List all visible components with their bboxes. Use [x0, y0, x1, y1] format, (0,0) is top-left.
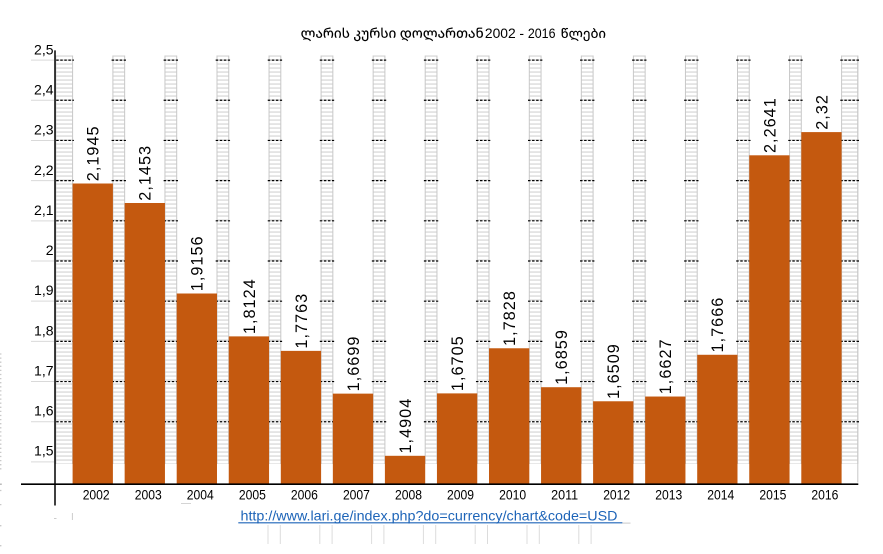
svg-text:2007: 2007: [343, 488, 370, 503]
svg-text:2003: 2003: [135, 488, 162, 503]
svg-text:1,9: 1,9: [34, 282, 54, 298]
svg-text:-: -: [519, 25, 524, 41]
svg-text:2004: 2004: [187, 488, 214, 503]
svg-text:2,1453: 2,1453: [137, 145, 155, 201]
svg-text:1,8124: 1,8124: [241, 278, 259, 334]
svg-text:2,2641: 2,2641: [761, 97, 779, 153]
svg-text:2002: 2002: [83, 488, 110, 503]
svg-text:2008: 2008: [395, 488, 422, 503]
svg-text:1,7: 1,7: [34, 362, 54, 378]
svg-text:1,6509: 1,6509: [605, 343, 623, 399]
svg-text:2010: 2010: [499, 488, 526, 503]
svg-text:2005: 2005: [239, 488, 266, 503]
svg-text:2016: 2016: [811, 488, 838, 503]
svg-text:2002: 2002: [485, 25, 516, 41]
svg-text:2,5: 2,5: [34, 42, 54, 58]
svg-text:1,4904: 1,4904: [397, 398, 415, 454]
svg-text:2009: 2009: [447, 488, 474, 503]
svg-text:2,2: 2,2: [34, 162, 54, 178]
svg-text:1,8: 1,8: [34, 322, 54, 338]
svg-text:http://www.lari.ge/index.php?d: http://www.lari.ge/index.php?do=currency…: [241, 508, 618, 523]
svg-text:2011: 2011: [551, 488, 578, 503]
svg-text:1,7828: 1,7828: [501, 290, 519, 346]
svg-text:1,6859: 1,6859: [553, 329, 571, 385]
svg-text:1,6627: 1,6627: [657, 338, 675, 394]
svg-text:2014: 2014: [707, 488, 734, 503]
svg-text:2013: 2013: [655, 488, 682, 503]
svg-text:1,6: 1,6: [34, 402, 54, 418]
svg-text:1,6705: 1,6705: [449, 335, 467, 391]
svg-text:2,1945: 2,1945: [85, 125, 103, 181]
svg-text:2,1: 2,1: [34, 202, 54, 218]
svg-text:2: 2: [46, 242, 54, 258]
svg-text:2,32: 2,32: [813, 94, 831, 130]
svg-text:2,4: 2,4: [34, 82, 54, 98]
svg-text:1,5: 1,5: [34, 443, 54, 459]
svg-text:2015: 2015: [759, 488, 786, 503]
svg-text:1,9156: 1,9156: [189, 235, 207, 291]
svg-text:2006: 2006: [291, 488, 318, 503]
svg-text:1,6699: 1,6699: [345, 336, 363, 392]
svg-text:2012: 2012: [603, 488, 630, 503]
svg-text:1,7666: 1,7666: [709, 297, 727, 353]
svg-text:1,7763: 1,7763: [293, 293, 311, 349]
svg-text:2016: 2016: [528, 25, 556, 41]
svg-text:2,3: 2,3: [34, 122, 54, 138]
